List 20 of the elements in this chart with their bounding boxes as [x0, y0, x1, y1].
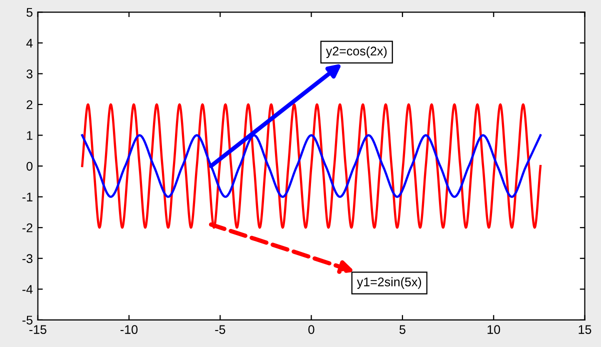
x-tick-label: 15 — [578, 325, 592, 334]
y-tick-label: 1 — [27, 131, 32, 140]
x-tick-label: 0 — [308, 325, 314, 334]
y-tick-label: -1 — [22, 192, 32, 202]
y-tick-label: -5 — [22, 316, 32, 325]
y-tick-label: -4 — [22, 285, 33, 294]
y-tick-label: 3 — [26, 70, 32, 78]
annotation: y2=cos(2x) — [326, 46, 387, 58]
y-tick-label: 0 — [26, 162, 33, 171]
y-tick-label: 2 — [26, 100, 32, 110]
x-tick-label: -15 — [29, 325, 46, 334]
y-tick-label: 5 — [26, 8, 32, 17]
y-tick-label: 4 — [26, 38, 33, 48]
x-tick-label: -5 — [215, 325, 226, 334]
y-tick-label: -3 — [22, 254, 32, 264]
y-tick-label: -2 — [22, 223, 32, 232]
x-tick-label: -10 — [120, 325, 138, 334]
annotation: y1=2sin(5x) — [356, 277, 422, 289]
x-tick-label: 5 — [399, 325, 406, 334]
x-tick-label: 10 — [488, 325, 500, 334]
